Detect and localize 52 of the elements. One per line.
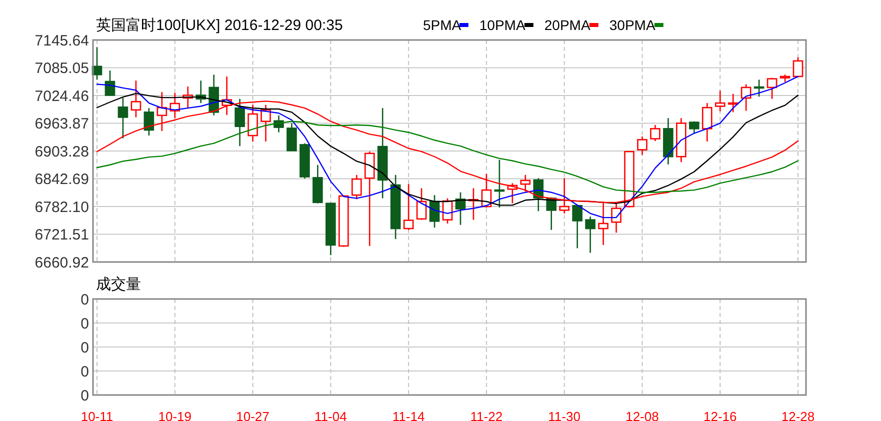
legend-label: 5PMA (423, 17, 462, 33)
category-label: 11-22 (470, 409, 503, 421)
candlestick (714, 90, 726, 112)
candlestick (144, 107, 154, 136)
category-label: 10-27 (236, 409, 270, 421)
y-tick-label: 6963.87 (34, 116, 89, 132)
chart-title: 英国富时100[UKX] 2016-12-29 00:35 (96, 17, 343, 34)
candlestick (286, 122, 297, 152)
category-label: 12-08 (626, 409, 659, 421)
candlestick (494, 159, 505, 208)
text: 0 (80, 387, 89, 404)
category-label: 12-28 (781, 409, 815, 421)
y-tick-label: 6782.10 (34, 198, 89, 216)
text: 成交量 (96, 276, 141, 293)
legend-label: 20PMA (544, 17, 591, 33)
candlestick (118, 97, 128, 139)
candlestick (792, 56, 804, 78)
y-tick-label: 7085.05 (34, 60, 89, 77)
category-label: 12-16 (703, 409, 737, 421)
candlestick (416, 188, 427, 220)
candlestick (702, 102, 712, 142)
candlestick (104, 70, 116, 96)
candlestick (403, 183, 414, 231)
y-tick-label: 6660.92 (34, 254, 89, 272)
candlestick (637, 136, 648, 156)
candlestick (234, 98, 245, 147)
candlestick (520, 174, 531, 192)
candlestick (572, 204, 582, 249)
text: 0 (80, 291, 89, 308)
category-label: 11-04 (314, 409, 347, 421)
category-label: 11-30 (548, 409, 580, 421)
text: 0 (80, 339, 89, 356)
category-label: 11-14 (392, 409, 425, 421)
candlestick (766, 77, 778, 100)
text: 0 (80, 315, 89, 332)
candlestick (130, 80, 142, 118)
legend-label: 10PMA (479, 17, 526, 33)
text: 0 (80, 363, 89, 380)
candlestick (351, 174, 362, 200)
candlestick (650, 124, 660, 142)
y-tick-label: 7024.46 (34, 88, 89, 105)
candlestick (585, 216, 596, 254)
category-label: 10-19 (158, 409, 192, 421)
y-tick-label: 7145.64 (34, 32, 89, 50)
legend-label: 30PMA (609, 17, 656, 33)
candlestick (754, 79, 764, 98)
y-tick-label: 6903.28 (34, 143, 89, 160)
category-label: 10-11 (80, 409, 114, 421)
candlestick (248, 104, 258, 142)
candlestick (260, 104, 271, 142)
y-tick-label: 6721.51 (34, 226, 89, 244)
y-tick-label: 6842.69 (34, 171, 89, 188)
